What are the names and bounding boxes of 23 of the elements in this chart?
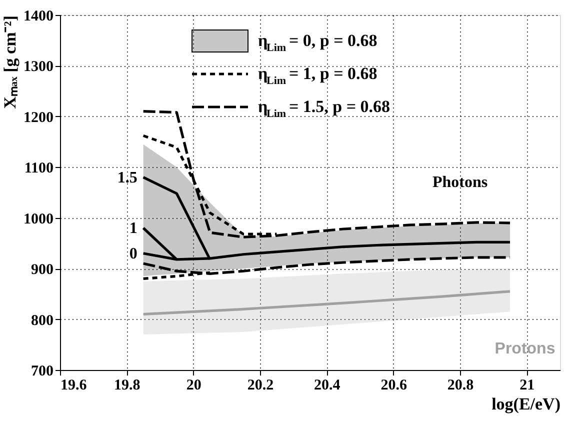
y-tick-label: 1000 bbox=[24, 211, 54, 228]
x-tick-label: 19.6 bbox=[60, 378, 88, 394]
y-tick-label: 1400 bbox=[24, 8, 54, 24]
annotation: Protons bbox=[494, 340, 556, 358]
x-tick-label: 20.6 bbox=[380, 378, 408, 394]
y-tick-label: 800 bbox=[31, 312, 54, 329]
y-axis-title: Xₘₐₓ [g cm⁻²] bbox=[0, 16, 20, 109]
x-tick-label: 21 bbox=[520, 378, 535, 394]
annotation: Photons bbox=[432, 174, 488, 191]
y-tick-label: 900 bbox=[31, 262, 54, 278]
x-tick-label: 20.4 bbox=[314, 378, 341, 394]
annotation: 0 bbox=[129, 245, 138, 262]
x-axis-title: log(E/eV) bbox=[492, 394, 560, 414]
y-tick-label: 1300 bbox=[24, 59, 54, 76]
y-tick-label: 1200 bbox=[24, 110, 54, 126]
annotation: 1 bbox=[129, 220, 138, 237]
x-tick-label: 20 bbox=[186, 378, 202, 394]
x-tick-label: 19.8 bbox=[114, 378, 140, 394]
annotation: 1.5 bbox=[117, 169, 138, 186]
x-tick-label: 20.2 bbox=[247, 378, 274, 394]
y-tick-label: 700 bbox=[31, 364, 54, 380]
y-tick-label: 1100 bbox=[24, 160, 54, 177]
x-tick-label: 20.8 bbox=[447, 378, 474, 394]
